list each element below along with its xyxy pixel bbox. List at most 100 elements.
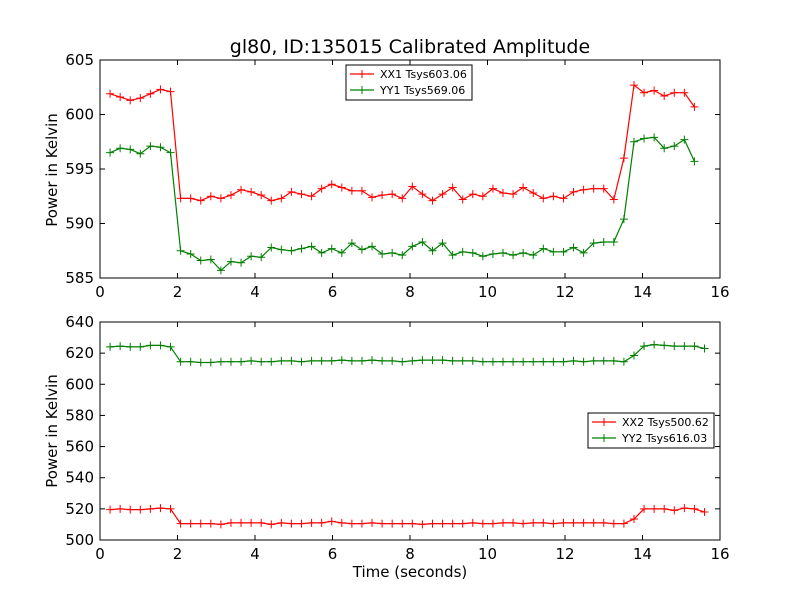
top-series-point-2	[499, 248, 507, 257]
top-series-point-1	[680, 88, 689, 97]
top-series-point-2	[368, 242, 377, 251]
bottom-series-point-2	[589, 356, 598, 365]
bottom-series-point-2	[116, 342, 125, 351]
bottom-series-point-1	[509, 518, 518, 527]
bottom-series-point-1	[448, 519, 457, 528]
top-series-point-1	[156, 85, 165, 94]
top-series-point-2	[680, 135, 689, 144]
bottom-y-tick-label: 620	[65, 344, 94, 362]
bottom-series-point-1	[599, 518, 608, 527]
bottom-series-point-2	[549, 357, 558, 366]
bottom-series-point-2	[186, 357, 195, 366]
top-series-point-1	[418, 190, 427, 199]
top-series-point-1	[237, 185, 246, 194]
bottom-series-point-1	[146, 504, 155, 513]
bottom-series-point-2	[327, 356, 336, 365]
bottom-series-point-2	[428, 356, 437, 365]
bottom-series-point-2	[650, 340, 659, 349]
bottom-series-point-2	[337, 356, 346, 365]
top-series-point-2	[640, 134, 649, 143]
top-series-point-2	[206, 255, 215, 264]
top-series-point-1	[317, 184, 326, 193]
top-y-tick-label: 595	[65, 160, 94, 178]
top-series-point-2	[378, 250, 387, 259]
bottom-series-point-1	[166, 504, 175, 513]
bottom-series-point-1	[126, 505, 135, 514]
bottom-series-point-1	[378, 519, 387, 528]
bottom-series-point-2	[126, 342, 135, 351]
top-legend: XX1 Tsys603.06 YY1 Tsys569.06	[345, 64, 473, 101]
top-series-point-1	[378, 191, 387, 200]
chart-title: gl80, ID:135015 Calibrated Amplitude	[230, 36, 590, 58]
top-series-point-2	[609, 238, 618, 247]
bottom-series-point-2	[206, 358, 215, 367]
top-series-point-2	[650, 133, 659, 142]
bottom-legend: XX2 Tsys500.62 YY2 Tsys616.03	[587, 412, 715, 449]
bottom-series-point-1	[589, 518, 598, 527]
bottom-x-tick-label: 8	[405, 545, 415, 563]
top-series-point-1	[539, 194, 548, 203]
top-series-point-2	[619, 215, 628, 224]
bottom-x-tick-label: 0	[95, 545, 105, 563]
bottom-series-point-2	[398, 357, 407, 366]
top-series-point-1	[297, 190, 306, 199]
top-series-point-2	[579, 248, 588, 257]
top-series-point-1	[529, 188, 538, 197]
top-series-point-2	[660, 144, 669, 153]
bottom-legend-box	[587, 412, 715, 449]
bottom-series-point-1	[700, 507, 709, 516]
bottom-series-point-1	[629, 514, 638, 523]
bottom-series-point-1	[418, 520, 427, 529]
top-series-point-2	[448, 251, 457, 260]
bottom-y-axis-label: Power in Kelvin	[43, 374, 61, 488]
top-series-point-1	[609, 195, 618, 204]
top-x-tick-label: 6	[328, 283, 338, 301]
top-series-point-1	[468, 190, 477, 199]
bottom-series-point-1	[307, 518, 316, 527]
bottom-series-point-1	[650, 504, 659, 513]
bottom-y-tick-label: 600	[65, 375, 94, 393]
top-series-point-1	[337, 183, 346, 192]
top-series-point-1	[670, 88, 679, 97]
top-series-point-1	[257, 191, 266, 200]
bottom-series-point-1	[499, 518, 507, 527]
top-series-point-1	[176, 194, 185, 203]
bottom-series-point-2	[458, 356, 467, 365]
bottom-series-point-2	[317, 356, 326, 365]
bottom-series-point-1	[257, 518, 266, 527]
bottom-series-point-1	[216, 520, 225, 529]
bottom-series-point-2	[468, 356, 477, 365]
bottom-series-point-1	[237, 518, 246, 527]
bottom-series-point-1	[206, 519, 215, 528]
bottom-series-point-1	[680, 504, 689, 513]
bottom-series-point-1	[539, 518, 548, 527]
top-series-point-1	[690, 102, 699, 111]
top-series-point-1	[589, 184, 598, 193]
top-series-point-1	[650, 86, 659, 95]
bottom-series-point-2	[237, 357, 246, 366]
bottom-series-point-2	[307, 356, 316, 365]
bottom-series-point-1	[690, 504, 699, 513]
bottom-series-point-1	[317, 518, 326, 527]
bottom-series-point-1	[226, 518, 235, 527]
bottom-series-point-2	[408, 356, 417, 365]
bottom-series-point-1	[619, 519, 628, 528]
top-series-point-2	[569, 243, 578, 252]
bottom-series-point-2	[519, 357, 528, 366]
top-series-point-2	[488, 250, 497, 259]
top-series-point-1	[629, 81, 638, 90]
top-series-point-1	[579, 185, 588, 194]
top-series-point-2	[247, 252, 256, 261]
bottom-series-point-2	[559, 357, 568, 366]
bottom-series-point-1	[609, 519, 618, 528]
bottom-series-point-1	[458, 519, 467, 528]
top-series-point-2	[418, 238, 427, 247]
bottom-series-point-1	[519, 519, 528, 528]
top-series-point-2	[629, 137, 638, 146]
bottom-series-point-2	[156, 341, 165, 350]
top-series-point-2	[690, 157, 699, 166]
bottom-x-tick-label: 6	[328, 545, 338, 563]
top-x-tick-label: 16	[710, 283, 729, 301]
bottom-series-point-1	[428, 519, 437, 528]
